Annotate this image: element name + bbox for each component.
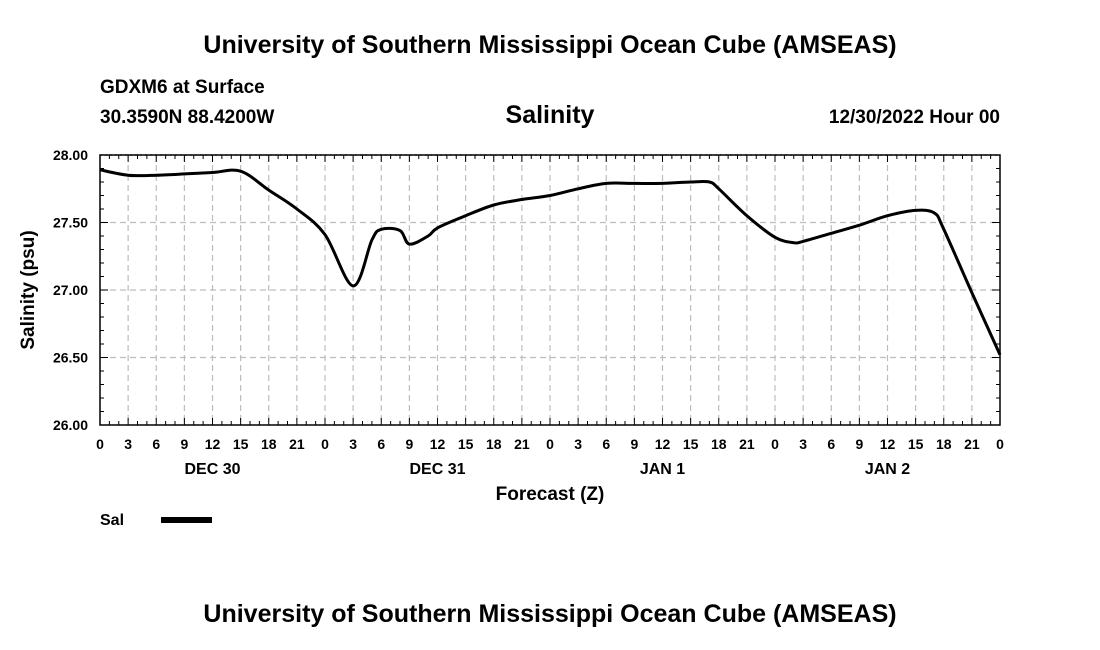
day-label: DEC 30 [184, 461, 240, 478]
x-axis-label: Forecast (Z) [496, 484, 605, 505]
x-tick-label: 0 [96, 436, 104, 452]
x-tick-label: 15 [233, 436, 249, 452]
x-tick-label: 21 [964, 436, 980, 452]
grid-lines [100, 154, 1000, 425]
datetime-label: 12/30/2022 Hour 00 [828, 107, 1000, 128]
chart-title-bottom: University of Southern Mississippi Ocean… [203, 600, 897, 628]
x-tick-label: 6 [152, 436, 160, 452]
x-tick-label: 21 [289, 436, 305, 452]
x-tick-label: 18 [261, 436, 277, 452]
x-tick-label: 3 [574, 436, 582, 452]
x-tick-label: 18 [711, 436, 727, 452]
chart-title-top: University of Southern Mississippi Ocean… [203, 31, 897, 59]
x-tick-label: 0 [771, 436, 779, 452]
x-tick-label: 12 [655, 436, 671, 452]
y-tick-labels: 26.00 26.50 27.00 27.50 28.00 [53, 147, 88, 433]
x-tick-label: 12 [430, 436, 446, 452]
y-tick-label: 27.50 [53, 215, 88, 231]
x-tick-label: 3 [799, 436, 807, 452]
y-tick-label: 27.00 [53, 282, 88, 298]
salinity-series-line [99, 168, 1002, 356]
x-tick-label: 12 [880, 436, 896, 452]
x-tick-label: 9 [630, 436, 638, 452]
x-tick-labels: 0 3 6 9 12 15 18 21 0 3 6 9 12 15 18 21 0 3 6 9 12 15 18 21 0 3 6 9… [96, 436, 1004, 452]
x-tick-label: 12 [205, 436, 221, 452]
day-label: JAN 2 [865, 461, 910, 478]
plot-frame [99, 154, 1001, 426]
x-tick-label: 18 [486, 436, 502, 452]
x-tick-label: 15 [458, 436, 474, 452]
coordinates-label: 30.3590N 88.4200W [100, 107, 275, 128]
x-tick-label: 0 [321, 436, 329, 452]
x-tick-label: 0 [996, 436, 1004, 452]
y-tick-label: 26.50 [53, 350, 88, 366]
x-tick-label: 9 [405, 436, 413, 452]
x-tick-label: 0 [546, 436, 554, 452]
day-label: DEC 31 [409, 461, 465, 478]
x-tick-label: 6 [377, 436, 385, 452]
day-label: JAN 1 [640, 461, 685, 478]
x-tick-label: 15 [908, 436, 924, 452]
y-tick-label: 28.00 [53, 147, 88, 163]
x-tick-label: 21 [739, 436, 755, 452]
x-tick-label: 6 [602, 436, 610, 452]
x-tick-label: 18 [936, 436, 952, 452]
station-label: GDXM6 at Surface [100, 77, 265, 98]
x-tick-label: 6 [827, 436, 835, 452]
parameter-title: Salinity [505, 101, 595, 129]
x-tick-label: 9 [180, 436, 188, 452]
day-labels: DEC 30 DEC 31 JAN 1 JAN 2 [184, 461, 910, 478]
x-tick-label: 3 [124, 436, 132, 452]
y-tick-label: 26.00 [53, 417, 88, 433]
x-tick-label: 3 [349, 436, 357, 452]
legend-label: Sal [100, 512, 124, 529]
x-tick-label: 15 [683, 436, 699, 452]
y-axis-label: Salinity (psu) [18, 230, 39, 349]
x-tick-label: 21 [514, 436, 530, 452]
x-tick-label: 9 [855, 436, 863, 452]
